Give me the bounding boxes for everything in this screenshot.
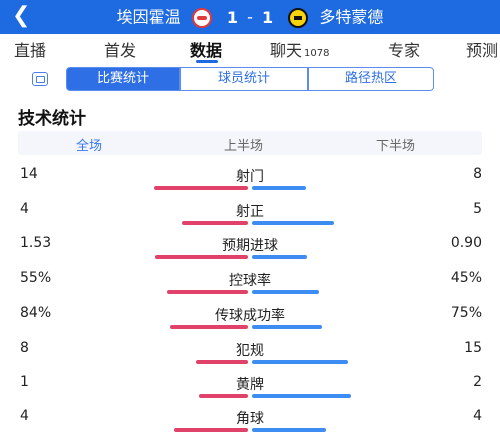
home-value: 8 <box>20 340 29 356</box>
away-bar <box>252 290 319 294</box>
stat-name: 犯规 <box>236 343 264 359</box>
tab-lineup[interactable]: 首发 <box>104 41 137 60</box>
stat-row: 1.53 预期进球 0.90 <box>0 235 500 271</box>
stat-name: 控球率 <box>229 273 271 289</box>
home-value: 4 <box>20 408 29 424</box>
away-value: 0.90 <box>450 235 482 251</box>
segment-match-stats[interactable]: 比赛统计 <box>66 67 180 91</box>
tab-live[interactable]: 直播 <box>14 41 47 60</box>
stat-row: 8 犯规 15 <box>0 340 500 376</box>
away-bar <box>252 221 334 225</box>
away-value: 15 <box>464 340 482 356</box>
chat-count: 1078 <box>304 48 330 59</box>
tab-chat[interactable]: 聊天 1078 <box>270 37 329 61</box>
home-value: 4 <box>20 201 29 217</box>
home-value: 1 <box>20 374 29 390</box>
segment-heatmap[interactable]: 路径热区 <box>308 67 434 91</box>
away-value: 5 <box>473 201 482 217</box>
home-bar <box>170 325 248 329</box>
away-bar <box>252 255 307 259</box>
home-bar <box>182 221 248 225</box>
home-bar <box>199 394 248 398</box>
stat-name: 传球成功率 <box>215 308 285 324</box>
tab-chat-label: 聊天 <box>270 41 303 60</box>
home-bar <box>155 255 248 259</box>
home-team-name[interactable]: 埃因霍温 <box>116 7 181 27</box>
away-bar <box>252 428 326 432</box>
stat-name: 射正 <box>236 204 264 220</box>
away-bar <box>252 360 348 364</box>
period-first-half[interactable]: 上半场 <box>224 139 264 154</box>
away-bar <box>252 325 322 329</box>
stat-name: 射门 <box>236 169 264 185</box>
home-value: 84% <box>20 305 52 321</box>
active-tab-indicator <box>196 60 218 63</box>
segment-player-stats[interactable]: 球员统计 <box>180 67 308 91</box>
away-team-name[interactable]: 多特蒙德 <box>319 7 384 27</box>
stat-row: 55% 控球率 45% <box>0 270 500 306</box>
home-value: 55% <box>20 270 52 286</box>
main-tabs: 直播 首发 数据 聊天 1078 专家 预测 <box>0 34 500 64</box>
stat-row: 84% 传球成功率 75% <box>0 305 500 341</box>
score-separator: - <box>247 7 253 27</box>
period-switch: 全场 上半场 下半场 <box>18 131 482 155</box>
home-bar <box>174 428 248 432</box>
home-bar <box>167 290 248 294</box>
away-value: 45% <box>450 270 482 286</box>
stat-row: 14 射门 8 <box>0 166 500 202</box>
match-scoreline: 埃因霍温 1 - 1 多特蒙德 <box>0 7 500 28</box>
stat-name: 预期进球 <box>222 238 278 254</box>
away-value: 2 <box>473 374 482 390</box>
stat-row: 4 射正 5 <box>0 201 500 237</box>
away-bar <box>252 394 351 398</box>
home-value: 1.53 <box>20 235 52 251</box>
stat-name: 角球 <box>236 411 264 427</box>
section-title: 技术统计 <box>18 109 86 129</box>
tab-expert[interactable]: 专家 <box>388 41 421 60</box>
away-bar <box>252 186 306 190</box>
stat-row: 1 黄牌 2 <box>0 374 500 410</box>
tab-data[interactable]: 数据 <box>190 41 223 60</box>
away-team-logo-icon[interactable] <box>288 7 309 28</box>
home-team-logo-icon[interactable] <box>191 7 212 28</box>
screenshot-icon[interactable] <box>32 72 48 86</box>
home-bar <box>154 186 248 190</box>
period-full[interactable]: 全场 <box>76 139 103 154</box>
away-value: 8 <box>473 166 482 182</box>
away-value: 4 <box>473 408 482 424</box>
stat-name: 黄牌 <box>236 377 264 393</box>
home-value: 14 <box>20 166 38 182</box>
tab-prediction[interactable]: 预测 <box>466 41 499 60</box>
period-second-half[interactable]: 下半场 <box>376 139 416 154</box>
chevron-left-icon[interactable]: ❮ <box>12 3 31 28</box>
match-header: ❮ 埃因霍温 1 - 1 多特蒙德 <box>0 0 500 34</box>
away-score: 1 <box>261 7 274 27</box>
away-value: 75% <box>450 305 482 321</box>
home-bar <box>196 360 248 364</box>
home-score: 1 <box>226 7 239 27</box>
stat-row: 4 角球 4 <box>0 408 500 444</box>
